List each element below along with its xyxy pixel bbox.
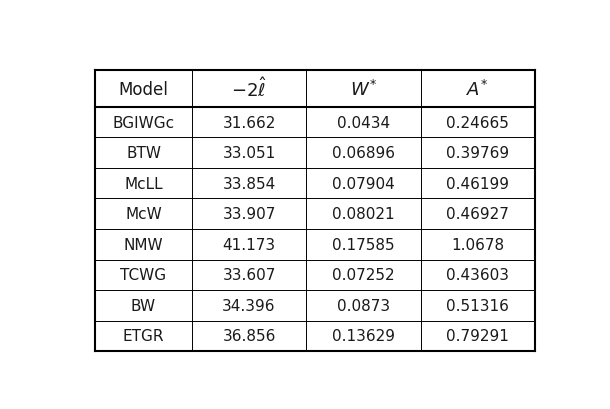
Text: 0.24665: 0.24665	[447, 115, 509, 130]
Text: 0.79291: 0.79291	[447, 329, 509, 344]
Text: 41.173: 41.173	[223, 237, 276, 252]
Text: 0.0434: 0.0434	[337, 115, 390, 130]
Text: McW: McW	[125, 207, 162, 222]
Text: ETGR: ETGR	[123, 329, 164, 344]
Text: 33.854: 33.854	[223, 176, 276, 191]
Text: 31.662: 31.662	[223, 115, 276, 130]
Text: 0.07252: 0.07252	[332, 268, 395, 283]
Text: 33.607: 33.607	[223, 268, 276, 283]
Text: 33.051: 33.051	[223, 146, 276, 161]
Text: McLL: McLL	[124, 176, 163, 191]
Text: 1.0678: 1.0678	[451, 237, 504, 252]
Text: TCWG: TCWG	[120, 268, 167, 283]
Text: NMW: NMW	[124, 237, 163, 252]
Text: 0.07904: 0.07904	[332, 176, 395, 191]
Text: $A^{*}$: $A^{*}$	[467, 79, 489, 99]
Text: 0.0873: 0.0873	[337, 298, 390, 313]
Text: 0.46927: 0.46927	[447, 207, 509, 222]
Text: 33.907: 33.907	[223, 207, 276, 222]
Text: $-2\hat{\ell}$: $-2\hat{\ell}$	[231, 77, 267, 101]
Text: 34.396: 34.396	[222, 298, 276, 313]
Text: 0.08021: 0.08021	[332, 207, 395, 222]
Text: 0.51316: 0.51316	[447, 298, 509, 313]
Text: 0.43603: 0.43603	[446, 268, 509, 283]
Text: BTW: BTW	[126, 146, 161, 161]
Text: 36.856: 36.856	[223, 329, 276, 344]
Text: Model: Model	[118, 80, 168, 98]
Text: 0.17585: 0.17585	[332, 237, 395, 252]
Text: BW: BW	[131, 298, 156, 313]
Text: 0.13629: 0.13629	[332, 329, 395, 344]
Text: 0.46199: 0.46199	[446, 176, 509, 191]
Text: BGIWGc: BGIWGc	[112, 115, 174, 130]
Text: 0.39769: 0.39769	[446, 146, 509, 161]
Text: 0.06896: 0.06896	[332, 146, 395, 161]
Text: $W^{*}$: $W^{*}$	[350, 79, 377, 99]
